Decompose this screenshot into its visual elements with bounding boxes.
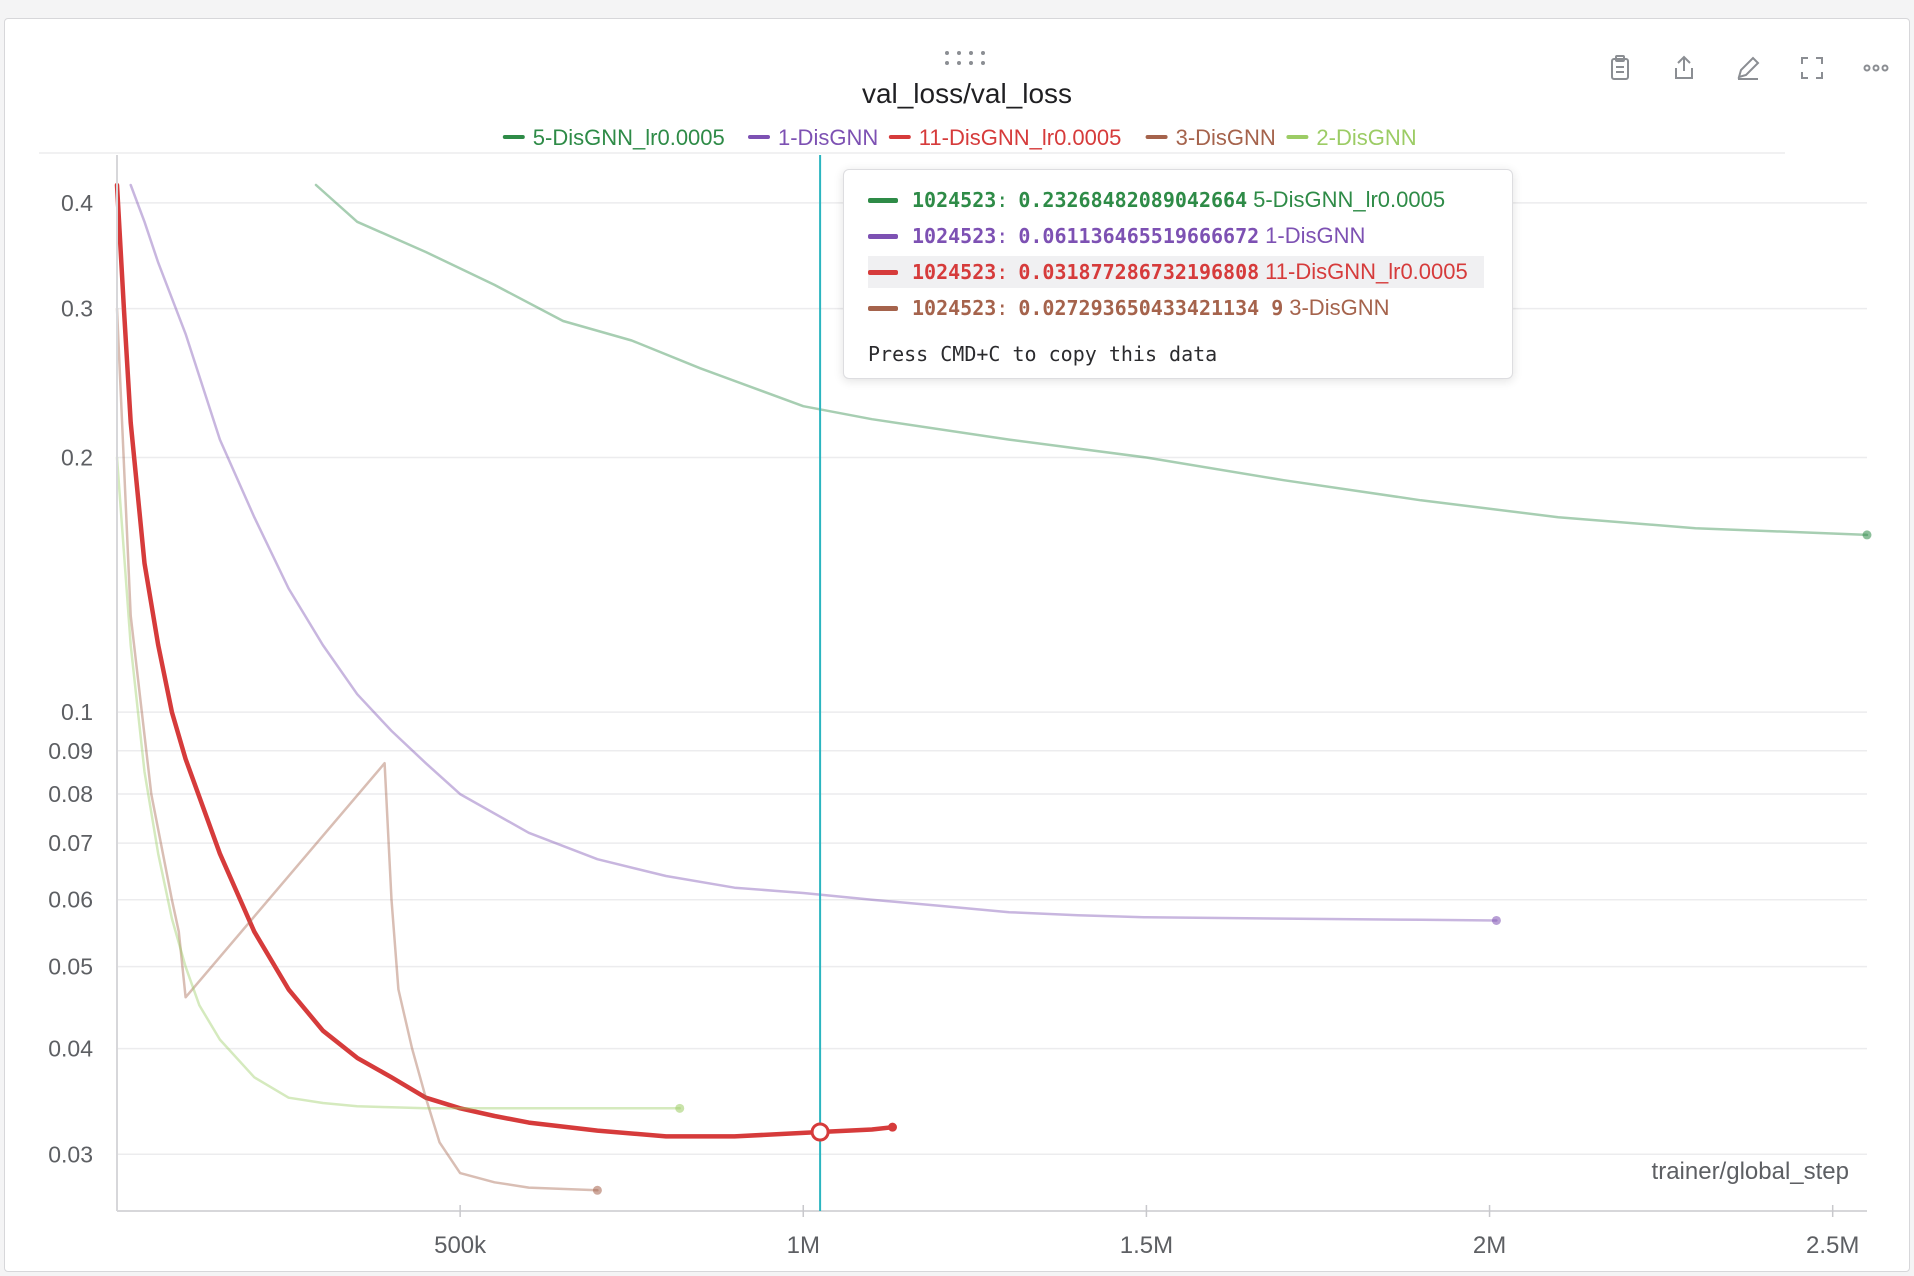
y-tick-label: 0.05	[48, 954, 93, 980]
tooltip-series-name: 11-DisGNN_lr0.0005	[1265, 259, 1468, 284]
chart-title: val_loss/val_loss	[862, 78, 1072, 109]
tooltip-value: 0.031877286732196808	[1018, 260, 1260, 284]
tooltip-row: 1024523:0.027293650433421134 9 3-DisGNN	[868, 292, 1389, 324]
hover-cursor	[810, 155, 830, 1211]
x-tick-label: 2.5M	[1806, 1232, 1859, 1259]
tooltip-row: 1024523:0.23268482089042664 5-DisGNN_lr0.…	[868, 184, 1445, 216]
legend-item-5-disgnn-lr0-0005[interactable]: 5-DisGNN_lr0.0005	[533, 125, 725, 150]
y-tick-label: 0.3	[61, 296, 93, 322]
tooltip-step: 1024523	[912, 188, 997, 212]
series-end-point-2-disgnn	[675, 1103, 685, 1113]
x-tick-label: 1.5M	[1120, 1232, 1173, 1259]
y-tick-label: 0.03	[48, 1141, 93, 1167]
series-end-point-11-disgnn-lr0-0005	[887, 1122, 897, 1132]
series-line-2-disgnn	[115, 456, 681, 1110]
chart-panel: val_loss/val_loss 5-DisGNN_lr0.0005 1-Dis…	[4, 18, 1910, 1272]
tooltip-swatch	[868, 197, 898, 203]
fullscreen-icon[interactable]	[1795, 51, 1829, 85]
tooltip-copy-hint: Press CMD+C to copy this data	[868, 342, 1218, 366]
tooltip-value: 0.23268482089042664	[1018, 188, 1248, 212]
series-end-point-3-disgnn	[592, 1185, 602, 1195]
tooltip-value: 0.027293650433421134 9	[1018, 296, 1284, 320]
drag-handle-icon[interactable]	[945, 49, 993, 67]
tooltip-colon: :	[996, 296, 1009, 320]
series-end-point-1-disgnn	[1491, 915, 1501, 925]
series-line-1-disgnn	[129, 183, 1498, 922]
y-tick-label: 0.1	[61, 699, 93, 725]
legend-item-2-disgnn[interactable]: 2-DisGNN	[1316, 125, 1416, 150]
tooltip-colon: :	[996, 188, 1009, 212]
series-line-5-disgnn-lr0-0005	[314, 183, 1869, 537]
edit-icon[interactable]	[1731, 51, 1765, 85]
tooltip-colon: :	[996, 260, 1009, 284]
more-icon[interactable]	[1859, 51, 1893, 85]
tooltip-swatch	[868, 305, 898, 311]
tooltip-step: 1024523	[912, 296, 997, 320]
tooltip-series-name: 1-DisGNN	[1265, 223, 1366, 248]
grid	[117, 202, 1867, 1156]
y-tick-label: 0.08	[48, 781, 93, 807]
tooltip-step: 1024523	[912, 260, 997, 284]
series-end-point-5-disgnn-lr0-0005	[1862, 530, 1872, 540]
line-chart: val_loss/val_loss 5-DisGNN_lr0.0005 1-Dis…	[39, 78, 1872, 1259]
y-axis: 0.03 0.04 0.05 0.06 0.07 0.08 0.09 0.1 0.2 0.3 0.4	[48, 155, 118, 1211]
tooltip-swatch	[868, 269, 898, 275]
x-axis-label: trainer/global_step	[1652, 1158, 1849, 1185]
tooltip-series-name: 3-DisGNN	[1289, 295, 1390, 320]
y-tick-label: 0.09	[48, 738, 93, 764]
y-tick-label: 0.4	[61, 190, 93, 216]
y-tick-label: 0.04	[48, 1036, 93, 1062]
tooltip-step: 1024523	[912, 224, 997, 248]
cursor-point-marker	[810, 1122, 830, 1142]
y-tick-label: 0.2	[61, 445, 93, 471]
tooltip-colon: :	[996, 224, 1009, 248]
tooltip-value: 0.061136465519666672	[1018, 224, 1260, 248]
hover-tooltip: 1024523:0.23268482089042664 5-DisGNN_lr0.…	[843, 169, 1513, 379]
series-lines	[114, 182, 1872, 1195]
legend-item-1-disgnn[interactable]: 1-DisGNN	[778, 125, 878, 150]
series-line-11-disgnn-lr0-0005	[114, 182, 895, 1139]
y-tick-label: 0.07	[48, 830, 93, 856]
panel-toolbar	[1603, 51, 1893, 85]
tooltip-row: 1024523:0.031877286732196808 11-DisGNN_lr…	[868, 256, 1484, 288]
x-tick-label: 1M	[787, 1232, 820, 1259]
y-tick-label: 0.06	[48, 887, 93, 913]
series-line-3-disgnn	[115, 307, 599, 1192]
x-tick-label: 500k	[434, 1232, 487, 1259]
x-axis: 500k 1M 1.5M 2M 2.5M	[117, 1205, 1867, 1259]
share-icon[interactable]	[1667, 51, 1701, 85]
x-tick-label: 2M	[1473, 1232, 1506, 1259]
tooltip-swatch	[868, 233, 898, 239]
chart-legend: 5-DisGNN_lr0.0005 1-DisGNN 11-DisGNN_lr0.0…	[502, 125, 1417, 150]
legend-item-11-disgnn-lr0-0005[interactable]: 11-DisGNN_lr0.0005	[919, 125, 1122, 150]
clipboard-icon[interactable]	[1603, 51, 1637, 85]
legend-item-3-disgnn[interactable]: 3-DisGNN	[1176, 125, 1276, 150]
tooltip-series-name: 5-DisGNN_lr0.0005	[1253, 187, 1446, 212]
tooltip-row: 1024523:0.061136465519666672 1-DisGNN	[868, 220, 1365, 252]
